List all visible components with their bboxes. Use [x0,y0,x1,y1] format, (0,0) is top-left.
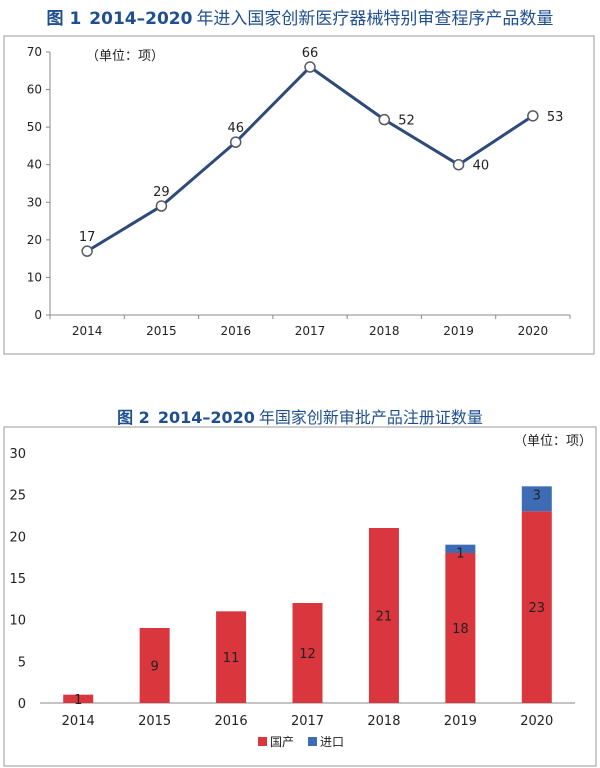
legend-label-imported: 进口 [320,735,344,749]
y-tick-label: 40 [27,158,42,172]
data-label: 40 [473,159,490,174]
legend-swatch-imported [308,737,317,746]
figure-2-title-text: 年国家创新审批产品注册证数量 [258,408,483,427]
figure-1-title: 图 1 2014–2020 年进入国家创新医疗器械特别审查程序产品数量 [0,4,600,29]
data-point [378,113,391,126]
data-label: 17 [79,230,96,245]
bar-domestic [292,603,323,703]
chart-2-frame [3,426,597,767]
figure-2-title: 图 2 2014–2020 年国家创新审批产品注册证数量 [0,404,600,428]
data-point [155,200,168,212]
y-tick-label: 70 [27,45,42,59]
x-tick-label: 2019 [444,714,477,729]
data-label-domestic: 23 [529,601,546,616]
bar-imported [445,544,476,553]
bar-domestic [139,628,170,703]
y-tick-label: 10 [27,270,42,284]
data-label: 66 [302,46,319,61]
data-point [304,61,316,73]
figure-2-range: 2014–2020 [157,408,255,427]
figure-2-number: 图 2 [117,408,150,427]
y-tick-label: 0 [18,697,26,712]
x-tick-label: 2019 [443,324,474,338]
legend-swatch-domestic [258,737,267,746]
y-tick-label: 20 [27,233,42,247]
chart-1-unit-label: （单位：项） [86,49,164,64]
data-label: 52 [398,114,415,129]
figure-1-number: 图 1 [46,9,82,29]
y-tick-label: 25 [9,489,26,504]
legend-label-domestic: 国产 [270,735,294,749]
stacked-bar-chart: （单位：项） 0 5 10 15 20 25 30 2014 2015 2016 2017 2018 2… [3,426,597,767]
bar-domestic [521,511,552,703]
figure-1-range: 2014–2020 [89,9,193,29]
x-tick-label: 2014 [72,324,103,338]
x-tick-label: 2015 [146,324,177,338]
x-tick-label: 2016 [215,714,248,729]
data-label: 29 [153,185,170,200]
x-tick-label: 2017 [295,324,326,338]
data-label-domestic: 9 [151,660,159,675]
y-tick-label: 30 [27,195,42,209]
data-label-domestic: 18 [452,622,469,637]
y-tick-label: 15 [9,572,26,587]
y-tick-label: 0 [34,308,42,322]
chart-1-frame [3,35,595,355]
chart-2-unit-label: （单位：项） [514,434,592,449]
data-label-domestic: 1 [74,693,82,708]
bar-domestic [368,528,399,703]
data-point [81,245,93,257]
data-label: 53 [547,110,564,125]
data-point [527,110,539,122]
y-tick-label: 60 [27,83,42,97]
figure-1-title-text: 年进入国家创新医疗器械特别审查程序产品数量 [196,9,554,29]
x-tick-label: 2020 [518,324,549,338]
x-tick-label: 2014 [62,714,95,729]
x-tick-label: 2018 [369,324,400,338]
data-label-domestic: 11 [223,651,240,666]
data-label: 46 [227,121,244,136]
y-tick-label: 10 [9,614,26,629]
y-tick-label: 50 [27,120,42,134]
x-tick-label: 2015 [138,714,171,729]
bar-domestic [216,611,247,703]
bar-domestic [445,553,476,703]
x-tick-label: 2016 [220,324,251,338]
data-label-domestic: 12 [299,647,316,662]
bar-imported [521,486,552,512]
line-chart: （单位：项） 0 10 20 30 40 50 60 70 2014 2015 2016 2017 20… [3,35,595,355]
bar-domestic [63,694,94,703]
data-point [452,158,465,171]
x-tick-label: 2017 [291,714,324,729]
data-label-imported: 3 [533,488,541,503]
y-tick-label: 30 [9,447,26,462]
x-tick-label: 2020 [520,714,553,729]
data-label-domestic: 21 [376,610,393,625]
data-label-imported: 1 [456,547,464,562]
y-tick-label: 20 [9,530,26,545]
x-tick-label: 2018 [367,714,400,729]
y-tick-label: 5 [18,655,26,670]
data-point [229,136,242,148]
